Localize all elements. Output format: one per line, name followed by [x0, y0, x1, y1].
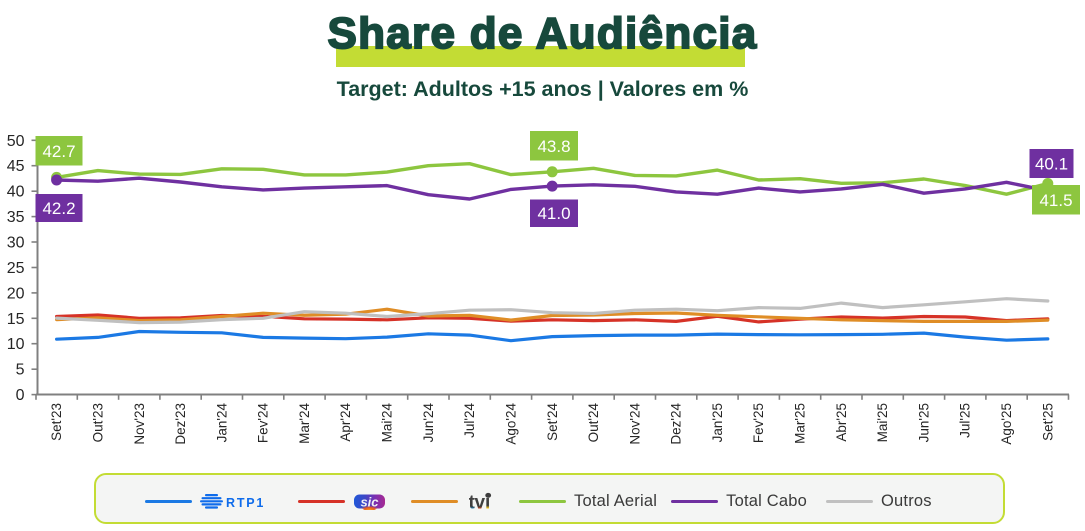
svg-text:Mai'24: Mai'24 [380, 403, 395, 443]
svg-text:5: 5 [16, 362, 25, 379]
svg-text:Ago'24: Ago'24 [503, 403, 518, 445]
svg-text:Jun'24: Jun'24 [421, 403, 436, 443]
svg-text:41.0: 41.0 [537, 204, 570, 223]
svg-text:30: 30 [7, 235, 25, 252]
svg-text:Jan'24: Jan'24 [214, 403, 229, 443]
svg-text:Out'23: Out'23 [90, 403, 105, 442]
svg-text:Apr'24: Apr'24 [338, 403, 353, 442]
svg-text:42.7: 42.7 [42, 142, 75, 161]
svg-text:Jun'25: Jun'25 [916, 403, 931, 442]
svg-text:Out'24: Out'24 [586, 403, 601, 443]
svg-text:0: 0 [16, 387, 25, 404]
svg-text:42.2: 42.2 [42, 199, 75, 218]
svg-text:Fev'25: Fev'25 [751, 403, 766, 443]
svg-text:Set'25: Set'25 [1040, 403, 1055, 441]
svg-text:40.1: 40.1 [1035, 155, 1068, 174]
svg-text:15: 15 [7, 311, 25, 328]
svg-text:Nov'24: Nov'24 [627, 403, 642, 445]
svg-text:43.8: 43.8 [537, 137, 570, 156]
svg-text:RTP1: RTP1 [226, 495, 265, 509]
svg-text:Nov'23: Nov'23 [132, 403, 147, 445]
svg-text:Mar'24: Mar'24 [297, 403, 312, 444]
svg-text:Jan'25: Jan'25 [710, 403, 725, 442]
svg-text:Dez'24: Dez'24 [669, 403, 684, 445]
svg-text:Dez'23: Dez'23 [173, 403, 188, 445]
svg-text:35: 35 [7, 209, 25, 226]
svg-text:Set'24: Set'24 [545, 403, 560, 441]
svg-text:sic: sic [360, 494, 379, 509]
svg-text:10: 10 [7, 336, 25, 353]
svg-text:40: 40 [7, 184, 25, 201]
svg-text:Ago'25: Ago'25 [999, 403, 1014, 445]
svg-text:t: t [469, 492, 476, 512]
svg-text:Set'23: Set'23 [49, 403, 64, 441]
svg-text:v: v [475, 492, 486, 512]
svg-text:Abr'25: Abr'25 [834, 403, 849, 442]
svg-text:41.5: 41.5 [1039, 191, 1072, 210]
svg-text:25: 25 [7, 260, 25, 277]
svg-text:50: 50 [7, 133, 25, 150]
svg-text:Fev'24: Fev'24 [256, 403, 271, 444]
svg-text:20: 20 [7, 285, 25, 302]
svg-text:Jul'25: Jul'25 [958, 403, 973, 438]
svg-text:Mai'25: Mai'25 [875, 403, 890, 442]
svg-text:Jul'24: Jul'24 [462, 403, 477, 438]
svg-text:ı: ı [485, 492, 490, 512]
svg-text:Mar'25: Mar'25 [793, 403, 808, 444]
svg-text:45: 45 [7, 158, 25, 175]
